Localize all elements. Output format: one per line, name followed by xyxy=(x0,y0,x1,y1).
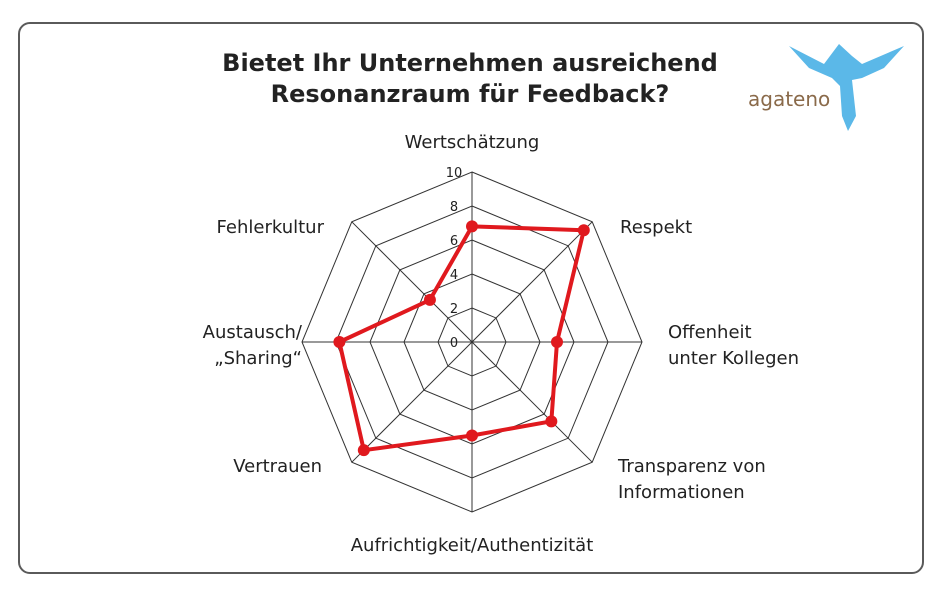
eagle-icon xyxy=(789,44,904,131)
grid-spoke xyxy=(351,221,473,343)
axis-label: Transparenz von Informationen xyxy=(617,456,766,503)
agateno-logo: agateno xyxy=(748,44,904,131)
series-point xyxy=(545,415,558,428)
series-point xyxy=(333,336,346,348)
tick-label: 6 xyxy=(450,234,458,249)
axis-label: Wertschätzung xyxy=(405,132,540,153)
tick-label: 2 xyxy=(450,302,458,317)
radar-tick-labels: 0 2 4 6 8 10 xyxy=(446,166,463,351)
title-line-1: Bietet Ihr Unternehmen ausreichend xyxy=(222,49,718,77)
axis-label: Austausch/„Sharing“ xyxy=(203,322,303,369)
axis-label: Respekt xyxy=(620,217,692,238)
axis-label: Fehlerkultur xyxy=(217,217,325,238)
axis-label: Aufrichtigkeit/Authentizität xyxy=(351,535,594,556)
tick-label: 10 xyxy=(446,166,463,181)
radar-series xyxy=(333,220,590,457)
title-line-2: Resonanzraum für Feedback? xyxy=(270,80,670,108)
radar-axis-labels: Wertschätzung Respekt Offenheit unter Kolle… xyxy=(203,132,799,556)
tick-label: 4 xyxy=(450,268,458,283)
series-point xyxy=(357,444,370,457)
series-point xyxy=(466,429,478,442)
series-point xyxy=(577,224,590,237)
logo-text: agateno xyxy=(748,87,830,111)
series-point xyxy=(423,293,436,306)
grid-spoke xyxy=(471,341,593,463)
tick-label: 0 xyxy=(450,336,458,351)
series-point xyxy=(551,336,563,348)
chart-card xyxy=(18,22,924,574)
grid-spoke xyxy=(351,341,473,463)
axis-label: Offenheit unter Kollegen xyxy=(668,322,799,369)
tick-label: 8 xyxy=(450,200,458,215)
series-point xyxy=(466,220,478,233)
grid-spoke xyxy=(471,221,593,343)
chart-title: Bietet Ihr Unternehmen ausreichend Reson… xyxy=(150,48,790,110)
axis-label: Vertrauen xyxy=(233,456,322,477)
